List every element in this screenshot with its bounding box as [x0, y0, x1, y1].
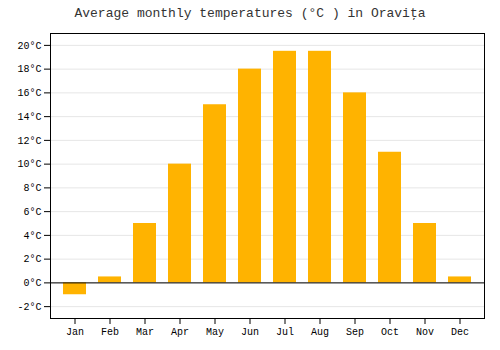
svg-text:6°C: 6°C [23, 207, 41, 218]
svg-text:May: May [206, 327, 224, 338]
svg-text:Sep: Sep [346, 327, 364, 338]
svg-text:2°C: 2°C [23, 254, 41, 265]
svg-text:12°C: 12°C [17, 136, 41, 147]
svg-text:Jan: Jan [66, 327, 84, 338]
html-text:Average monthly temperatures (: Average monthly temperatures (°C ) in Or… [74, 6, 426, 21]
svg-text:Jul: Jul [276, 327, 294, 338]
svg-text:4°C: 4°C [23, 231, 41, 242]
svg-text:Nov: Nov [416, 327, 434, 338]
svg-text:Mar: Mar [136, 327, 154, 338]
svg-text:20°C: 20°C [17, 41, 41, 52]
svg-text:Jun: Jun [241, 327, 259, 338]
svg-text:Oct: Oct [381, 327, 399, 338]
svg-text:18°C: 18°C [17, 64, 41, 75]
svg-text:16°C: 16°C [17, 88, 41, 99]
svg-text:-2°C: -2°C [17, 302, 41, 313]
svg-text:0°C: 0°C [23, 278, 41, 289]
svg-text:Feb: Feb [101, 327, 119, 338]
svg-text:8°C: 8°C [23, 183, 41, 194]
svg-text:10°C: 10°C [17, 159, 41, 170]
svg-text:Apr: Apr [171, 327, 189, 338]
svg-text:Dec: Dec [451, 327, 469, 338]
svg-text:Aug: Aug [311, 327, 329, 338]
svg-text:14°C: 14°C [17, 112, 41, 123]
